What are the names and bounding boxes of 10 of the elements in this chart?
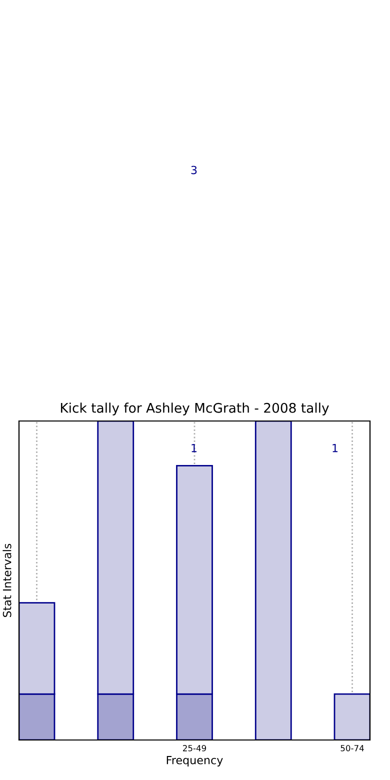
x-tick-label: 50-74 — [340, 745, 364, 752]
text: 3 — [191, 166, 197, 174]
x-tick-label: 25-49 — [183, 745, 206, 752]
y-axis-title: Stat Intervals — [2, 544, 12, 617]
bar — [334, 693, 370, 740]
chart-title: Kick tally for Ashley McGrath - 2008 tally — [60, 402, 329, 416]
x-axis-title: Frequency — [166, 756, 223, 766]
annotation: 1 — [332, 444, 338, 452]
bar — [254, 421, 292, 740]
annotation: 1 — [192, 444, 197, 452]
